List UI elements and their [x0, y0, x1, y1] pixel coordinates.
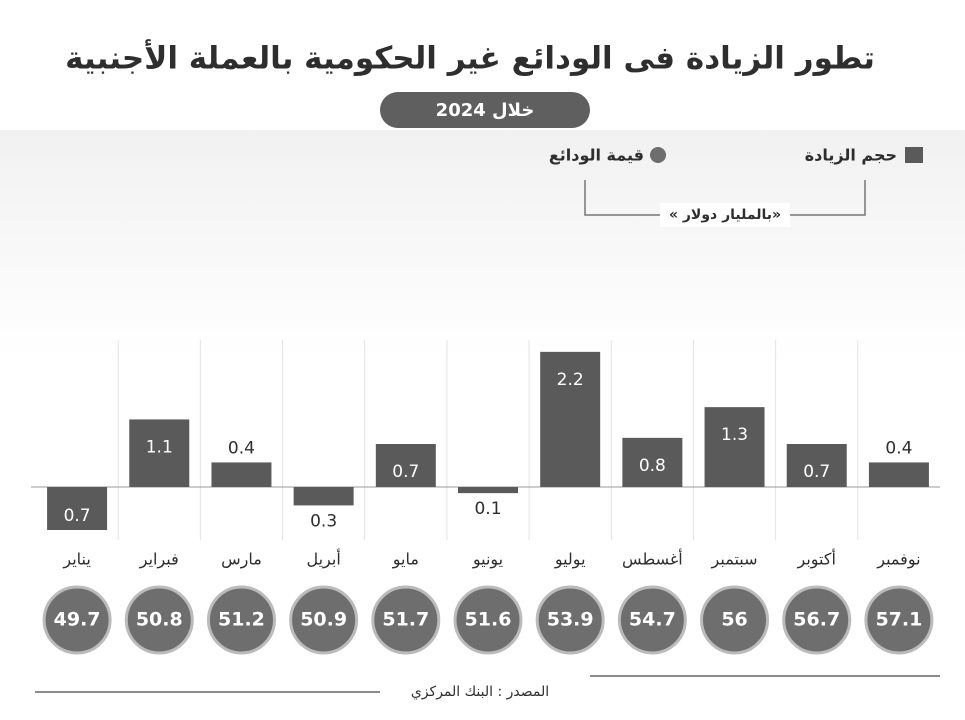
deposit-badge: [42, 585, 112, 655]
deposit-badge: [453, 585, 523, 655]
bar: [868, 462, 929, 487]
x-tick-label: يناير: [62, 550, 90, 570]
bar: [622, 437, 683, 487]
unit-bg: [660, 203, 790, 227]
legend-swatch: [905, 147, 923, 163]
x-tick-label: نوفمبر: [876, 550, 920, 570]
deposit-label: 49.7: [54, 609, 101, 631]
deposit-badge: [289, 585, 359, 655]
deposit-badge: [700, 585, 770, 655]
bar: [293, 487, 354, 506]
x-tick-label: مارس: [221, 550, 262, 570]
value-label: 2.2: [557, 370, 584, 390]
subtitle: خلال 2024: [436, 100, 535, 121]
x-tick-label: فبراير: [139, 550, 179, 570]
x-tick-label: سبتمبر: [711, 550, 758, 570]
value-label: 0.7: [803, 462, 830, 482]
x-tick-label: يوليو: [554, 550, 586, 570]
deposit-label: 51.7: [382, 609, 429, 631]
bar: [704, 407, 765, 487]
chart-title: تطور الزيادة فى الودائع غير الحكومية بال…: [65, 39, 875, 77]
deposit-badge: [206, 585, 276, 655]
bar: [129, 419, 190, 487]
subtitle-pill: [380, 92, 590, 128]
x-tick-label: أغسطس: [622, 549, 683, 570]
deposit-label: 51.2: [218, 609, 265, 631]
deposit-badge: [617, 585, 687, 655]
value-label: 0.3: [310, 511, 337, 531]
bar: [47, 487, 108, 530]
legend-label: قيمة الودائع: [549, 146, 644, 165]
deposit-label: 51.6: [465, 609, 512, 631]
deposit-label: 50.8: [136, 609, 183, 631]
legend-label: حجم الزيادة: [805, 146, 897, 165]
legend-swatch: [650, 147, 666, 163]
bar: [786, 444, 847, 487]
value-label: 0.1: [474, 499, 501, 519]
deposit-label: 50.9: [300, 609, 347, 631]
deposit-badge: [535, 585, 605, 655]
x-tick-label: يونيو: [472, 550, 503, 570]
value-label: 0.4: [228, 438, 255, 458]
value-label: 1.3: [721, 425, 748, 445]
value-label: 0.4: [885, 438, 912, 458]
value-label: 0.7: [64, 506, 91, 526]
deposit-label: 53.9: [547, 609, 594, 631]
x-tick-label: أبريل: [306, 549, 340, 570]
bar: [375, 444, 436, 487]
deposit-badge: [782, 585, 852, 655]
background-band: [0, 130, 965, 360]
bar: [540, 351, 601, 487]
deposit-badge: [864, 585, 934, 655]
value-label: 1.1: [146, 437, 173, 457]
deposit-badge: [371, 585, 441, 655]
bar: [458, 487, 518, 494]
deposit-label: 56: [721, 609, 747, 631]
deposit-label: 57.1: [875, 609, 922, 631]
value-label: 0.7: [392, 462, 419, 482]
x-tick-label: أكتوبر: [797, 549, 836, 570]
deposit-label: 56.7: [793, 609, 840, 631]
deposit-label: 54.7: [629, 609, 676, 631]
value-label: 0.8: [639, 456, 666, 476]
x-tick-label: مايو: [392, 550, 419, 570]
unit-note: « بالمليار دولار»: [669, 207, 781, 223]
deposit-badge: [124, 585, 194, 655]
source: المصدر : البنك المركزي: [411, 684, 549, 700]
bar: [211, 462, 272, 487]
